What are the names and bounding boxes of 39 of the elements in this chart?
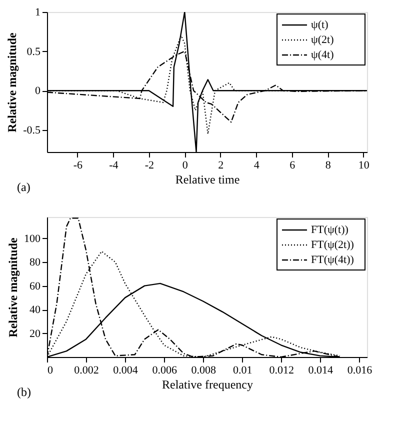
text: (a) — [17, 180, 30, 194]
y-tick-label: -0.5 — [23, 124, 41, 136]
x-tick-label: 0.016 — [347, 364, 373, 376]
x-tick-label: 0.012 — [269, 364, 294, 376]
x-axis-title: Relative time — [175, 172, 240, 186]
x-tick-label: 2 — [218, 160, 224, 172]
x-tick-label: -4 — [109, 160, 119, 172]
legend-label: ψ(t) — [311, 19, 329, 31]
x-tick-label: 6 — [290, 160, 296, 172]
x-axis-title: Relative frequency — [162, 378, 253, 392]
x-tick-label: 0.01 — [232, 364, 252, 376]
y-tick-label: 80 — [30, 256, 41, 269]
x-tick-label: 0 — [182, 160, 188, 172]
legend-label: ψ(4t) — [311, 49, 334, 61]
x-tick-label: -6 — [73, 160, 83, 172]
x-tick-label: 0.004 — [113, 364, 138, 376]
x-tick-label: 0.008 — [191, 364, 216, 376]
x-tick-label: 8 — [325, 160, 332, 172]
legend-label: FT(ψ(t)) — [311, 224, 349, 236]
y-tick-label: 20 — [30, 328, 41, 340]
legend-label: FT(ψ(2t)) — [311, 239, 354, 251]
y-axis-title: Relative magnitude — [5, 32, 20, 132]
x-tick-label: 0.014 — [308, 364, 334, 376]
x-tick-label: 0 — [48, 364, 54, 376]
legend-label: ψ(2t) — [311, 34, 334, 46]
y-tick-label: 1 — [35, 6, 40, 18]
x-tick-label: -2 — [144, 160, 154, 172]
y-tick-label: 100 — [24, 232, 41, 245]
x-tick-label: 0.006 — [152, 364, 178, 376]
y-tick-label: 0.5 — [26, 46, 41, 58]
legend-label: FT(ψ(4t)) — [311, 254, 354, 266]
y-axis-title: Relative magnitude — [6, 237, 20, 338]
y-tick-label: 60 — [30, 280, 41, 292]
x-tick-label: 4 — [254, 160, 260, 172]
y-tick-label: 40 — [30, 304, 41, 316]
x-tick-label: 10 — [358, 160, 370, 172]
x-tick-label: 0.002 — [74, 364, 99, 376]
text: (b) — [17, 385, 31, 399]
y-tick-label: 0 — [35, 85, 41, 98]
